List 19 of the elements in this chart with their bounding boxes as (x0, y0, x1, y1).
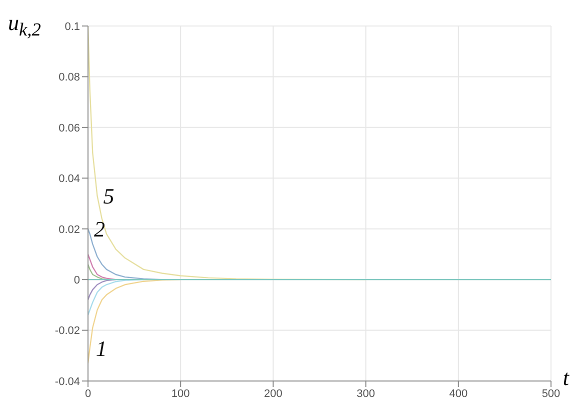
x-tick-label: 200 (264, 388, 282, 400)
y-tick-label: 0.02 (58, 224, 80, 236)
y-tick-label: -0.04 (54, 376, 80, 388)
y-tick-label: 0.04 (58, 173, 80, 186)
y-tick-label: 0 (74, 274, 80, 286)
annotation: 2 (94, 216, 105, 242)
x-tick-label: 100 (171, 388, 190, 400)
x-tick-label: 500 (542, 388, 560, 400)
annotation: 1 (96, 336, 107, 361)
x-tick-label: 400 (449, 388, 468, 400)
x-tick-label: 300 (356, 388, 375, 400)
x-axis-title: t (562, 365, 569, 391)
annotation: 5 (103, 184, 114, 209)
y-tick-label: 0.1 (64, 20, 80, 33)
y-tick-label: -0.02 (54, 325, 80, 338)
y-axis-title: u$_{k,2}$ (8, 10, 41, 40)
x-tick-label: 0 (84, 388, 92, 400)
y-tick-label: 0.08 (58, 72, 80, 84)
y-tick-label: 0.06 (58, 122, 80, 134)
